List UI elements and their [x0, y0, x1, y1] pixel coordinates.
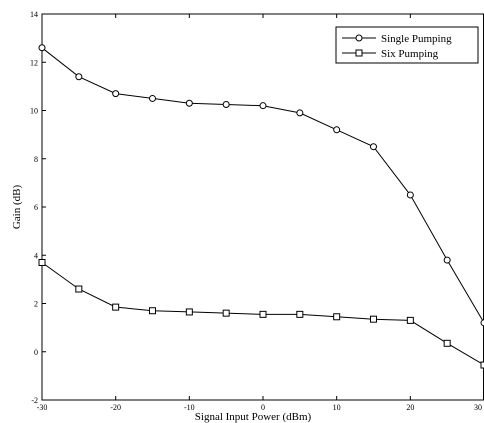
data-point-circle	[259, 102, 267, 110]
legend-label: Single Pumping	[381, 33, 452, 45]
series-circle	[38, 44, 484, 327]
data-point-circle	[296, 109, 304, 117]
y-tick-label: 12	[30, 58, 38, 67]
legend-box	[335, 26, 479, 64]
data-point-circle	[480, 319, 484, 327]
data-point-circle	[38, 44, 46, 52]
data-point-square	[259, 310, 267, 318]
data-point-square	[112, 303, 120, 311]
y-tick-label: 0	[34, 348, 38, 357]
data-point-square	[149, 307, 156, 315]
data-point-circle	[75, 73, 83, 81]
legend: Single Pumping Six Pumping	[335, 26, 479, 64]
data-point-circle	[443, 256, 451, 264]
data-point-circle	[370, 143, 377, 151]
data-point-square	[185, 308, 193, 316]
series-square	[38, 258, 484, 369]
data-point-square	[296, 310, 304, 318]
y-axis-label: Gain (dB)	[11, 185, 23, 230]
y-tick-label: 10	[30, 107, 38, 116]
y-tick-label: 8	[34, 155, 38, 164]
data-point-circle	[112, 90, 120, 98]
x-tick-label: 20	[406, 403, 414, 412]
legend-marker-square	[355, 49, 363, 57]
data-point-circle	[222, 100, 230, 108]
data-point-square	[222, 309, 230, 317]
data-point-circle	[149, 94, 156, 102]
series-line	[41, 47, 484, 324]
y-tick-label: 4	[34, 251, 38, 260]
legend-marker-circle	[355, 34, 363, 42]
data-point-square	[333, 313, 341, 321]
x-tick-label: 30	[474, 403, 482, 412]
data-point-square	[370, 315, 377, 323]
x-tick-label: 10	[333, 403, 341, 412]
x-axis-label: Signal Input Power (dBm)	[195, 411, 312, 423]
x-tick-label: -20	[110, 403, 121, 412]
data-point-circle	[333, 126, 341, 134]
data-point-square	[38, 258, 46, 266]
data-point-square	[75, 285, 83, 293]
series-layer	[38, 44, 484, 369]
data-point-square	[406, 316, 414, 324]
x-tick-label: -10	[184, 403, 195, 412]
y-tick-label: -2	[31, 396, 38, 405]
x-tick-label: 0	[261, 403, 265, 412]
data-point-square	[443, 339, 451, 347]
data-point-square	[480, 361, 484, 369]
data-point-circle	[406, 191, 414, 199]
y-tick-label: 2	[34, 300, 38, 309]
legend-label: Six Pumping	[381, 48, 439, 60]
data-point-circle	[185, 99, 193, 107]
y-tick-label: 6	[34, 203, 38, 212]
y-tick-label: 14	[30, 10, 38, 19]
x-tick-label: -30	[37, 403, 48, 412]
